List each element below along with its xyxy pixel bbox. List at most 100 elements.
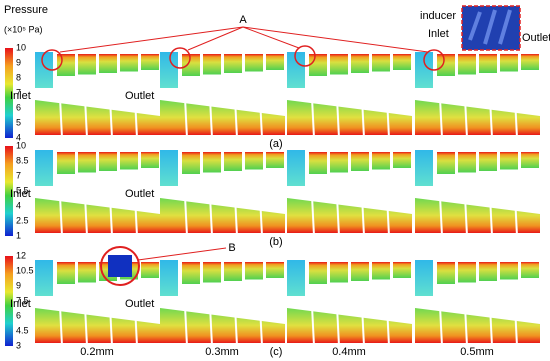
blade [351,262,369,281]
blade [351,54,369,73]
inlet-blade [287,150,305,186]
blade-gap [84,305,88,347]
legend: Pressure (×10⁵ Pa) [4,4,48,34]
blade [330,262,348,283]
colorbar-tick: 12 [16,250,26,260]
blade [57,262,75,284]
colorbar-tick: 8.5 [16,155,29,165]
blade [245,54,263,72]
column-label: 0.2mm [80,346,114,358]
blade-gap [134,305,138,347]
blade-gap [259,195,263,237]
blade-gap [514,97,518,139]
blade-gap [361,195,365,237]
blade-gap [464,305,468,347]
panel-label: (b) [269,236,282,248]
blade [203,262,221,283]
blade [78,262,96,283]
blade-gap [439,305,443,347]
colorbar-tick: 5.5 [16,185,29,195]
colorbar-tick: 4 [16,200,21,210]
blade [437,54,455,76]
legend-title: Pressure [4,4,48,16]
blade-gap [386,305,390,347]
highlight-circle [169,47,191,69]
blade-gap [514,305,518,347]
blade [141,152,159,168]
colorbar [5,48,13,138]
colorbar-tick: 6 [16,310,21,320]
colorbar-tick: 9 [16,57,21,67]
blade-gap [464,97,468,139]
blade-gap [109,97,113,139]
blade [266,152,284,168]
blade [500,54,518,72]
inset: inducer Inlet Outlet [420,5,550,51]
lower-passage [160,100,285,135]
blade-gap [184,97,188,139]
blade [224,54,242,73]
colorbar-tick: 7 [16,87,21,97]
blade [330,152,348,173]
blade [182,262,200,284]
blade-gap [134,97,138,139]
colorbar-tick: 10 [16,42,26,52]
blade [203,152,221,173]
arrow [242,26,429,53]
colorbar-tick: 8 [16,72,21,82]
inlet-blade [287,52,305,88]
blade [330,54,348,75]
lower-passage [160,308,285,343]
lower-passage [415,308,540,343]
blade-gap [234,97,238,139]
blade-gap [336,195,340,237]
column-label: 0.5mm [460,346,494,358]
blade-gap [134,195,138,237]
inlet-label: Inlet [10,298,31,310]
lower-passage [287,198,412,233]
arrow [59,26,244,53]
colorbar-tick: 4.5 [16,325,29,335]
blade [120,54,138,72]
blade [479,152,497,171]
inlet-blade [415,260,433,296]
blade [120,152,138,170]
outlet-label: Outlet [125,298,154,310]
inlet-label: Inlet [10,90,31,102]
blade [245,152,263,170]
panel-label: (a) [269,138,282,150]
blade-gap [361,97,365,139]
inlet-label: Inlet [10,188,31,200]
arrow [137,247,227,261]
inlet-blade [415,150,433,186]
blade [393,152,411,168]
blade-gap [489,195,493,237]
colorbar-tick: 3 [16,340,21,350]
blade-gap [259,305,263,347]
blade [78,152,96,173]
blade [479,54,497,73]
blade [224,152,242,171]
inlet-blade [415,52,433,88]
blade-gap [439,195,443,237]
inlet-blade [160,150,178,186]
panel-label: (c) [270,346,283,358]
blade-gap [209,305,213,347]
inlet-blade [35,260,53,296]
lower-passage [35,100,160,135]
blade-gap [234,305,238,347]
blade-gap [209,195,213,237]
blade [458,262,476,283]
blade [458,152,476,173]
blade [266,262,284,278]
blade-gap [386,97,390,139]
inlet-blade [35,52,53,88]
blade [182,54,200,76]
blade [372,54,390,72]
lower-passage [35,198,160,233]
lower-passage [35,308,160,343]
colorbar-tick: 2.5 [16,215,29,225]
blade [78,54,96,75]
lower-passage [415,198,540,233]
blade [479,262,497,281]
